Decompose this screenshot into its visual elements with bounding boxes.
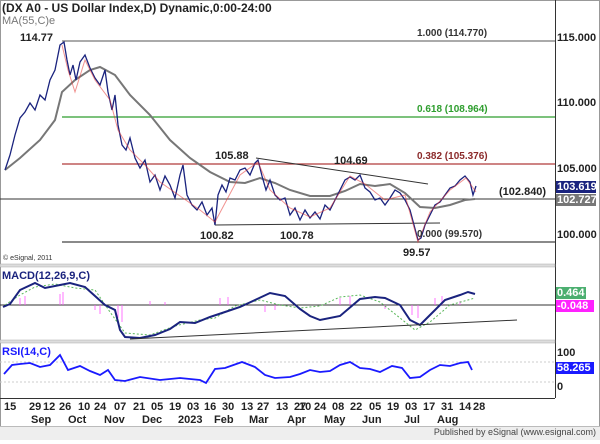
x-tick: 15 bbox=[4, 401, 17, 413]
ma-legend: MA(55,C)e bbox=[2, 15, 56, 27]
macd-legend: MACD(12,26,9,C) bbox=[2, 270, 91, 282]
x-tick: 05 bbox=[369, 401, 382, 413]
copyright: © eSignal, 2011 bbox=[3, 255, 53, 262]
x-tick: 29 bbox=[29, 401, 42, 413]
x-month: Feb bbox=[214, 414, 234, 426]
fib-0000-label: 0.000 (99.570) bbox=[417, 229, 483, 240]
x-tick: 26 bbox=[59, 401, 72, 413]
x-month: Oct bbox=[68, 414, 87, 426]
x-tick: 13 bbox=[276, 401, 289, 413]
last-price-tag: 103.619 bbox=[557, 181, 597, 193]
footer-bar: Published by eSignal (www.esignal.com) bbox=[0, 426, 600, 440]
y-tick-115: 115.000 bbox=[557, 32, 597, 44]
x-month: Aug bbox=[437, 414, 459, 426]
fib-0382-label: 0.382 (105.376) bbox=[417, 151, 488, 162]
x-month: Dec bbox=[142, 414, 163, 426]
rsi-value-tag: 58.265 bbox=[557, 362, 591, 374]
x-tick: 22 bbox=[350, 401, 363, 413]
x-tick: 07 bbox=[114, 401, 127, 413]
x-tick: 10 bbox=[78, 401, 91, 413]
macd-histogram bbox=[19, 292, 461, 322]
publisher-credit: Published by eSignal (www.esignal.com) bbox=[433, 427, 596, 437]
rsi-tick-0: 0 bbox=[557, 381, 564, 393]
x-tick: 17 bbox=[423, 401, 436, 413]
x-tick: 24 bbox=[314, 401, 327, 413]
chart-title: (DX A0 - US Dollar Index,D) Dynamic,0:00… bbox=[2, 1, 272, 15]
x-tick: 14 bbox=[459, 401, 472, 413]
level-label: (102.840) bbox=[499, 186, 547, 198]
x-tick: 19 bbox=[169, 401, 182, 413]
y-tick-100: 100.000 bbox=[557, 229, 597, 241]
x-tick: 31 bbox=[441, 401, 454, 413]
x-tick: 30 bbox=[222, 401, 235, 413]
rsi-line bbox=[3, 353, 473, 385]
x-tick: 16 bbox=[204, 401, 217, 413]
x-tick: 03 bbox=[405, 401, 418, 413]
x-month: Sep bbox=[31, 414, 52, 426]
high-label: 114.77 bbox=[20, 32, 54, 44]
low2-label: 100.78 bbox=[280, 230, 314, 242]
x-tick: 27 bbox=[294, 401, 307, 413]
peak2-label: 104.69 bbox=[334, 155, 368, 167]
peak1-label: 105.88 bbox=[215, 150, 249, 162]
rsi-legend: RSI(14,C) bbox=[2, 346, 51, 358]
x-tick: 05 bbox=[151, 401, 164, 413]
x-tick: 12 bbox=[43, 401, 56, 413]
x-tick: 21 bbox=[133, 401, 146, 413]
x-tick: 28 bbox=[473, 401, 486, 413]
x-month: May bbox=[324, 414, 346, 426]
macd-value-tag: 0.464 bbox=[557, 287, 585, 299]
x-month: Mar bbox=[249, 414, 269, 426]
axis-tags bbox=[556, 181, 596, 374]
macd-hist-tag: -0.048 bbox=[557, 300, 589, 312]
rsi-tick-100: 100 bbox=[557, 347, 576, 359]
x-month: Jul bbox=[404, 414, 420, 426]
y-tick-105: 105.000 bbox=[557, 163, 597, 175]
fib-1000-label: 1.000 (114.770) bbox=[417, 28, 488, 39]
x-month: 2023 bbox=[178, 414, 203, 426]
x-tick: 24 bbox=[94, 401, 107, 413]
x-tick: 19 bbox=[387, 401, 400, 413]
macd-line bbox=[2, 281, 476, 340]
x-month: Nov bbox=[104, 414, 125, 426]
x-month: Jun bbox=[362, 414, 382, 426]
x-month: Apr bbox=[287, 414, 306, 426]
ma55-line bbox=[4, 65, 476, 210]
ma-value-tag: 102.727 bbox=[557, 194, 597, 206]
x-tick: 03 bbox=[187, 401, 200, 413]
x-tick: 08 bbox=[332, 401, 345, 413]
y-tick-110: 110.000 bbox=[557, 97, 597, 109]
price-line bbox=[4, 40, 477, 242]
fib-0618-label: 0.618 (108.964) bbox=[417, 104, 488, 115]
x-tick: 13 bbox=[241, 401, 254, 413]
low3-label: 99.57 bbox=[403, 247, 431, 259]
x-tick: 10 bbox=[299, 401, 312, 413]
low1-label: 100.82 bbox=[200, 230, 234, 242]
x-tick: 27 bbox=[257, 401, 270, 413]
